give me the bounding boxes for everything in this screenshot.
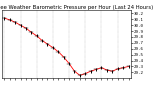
Title: Milwaukee Weather Barometric Pressure per Hour (Last 24 Hours): Milwaukee Weather Barometric Pressure pe… <box>0 5 154 10</box>
